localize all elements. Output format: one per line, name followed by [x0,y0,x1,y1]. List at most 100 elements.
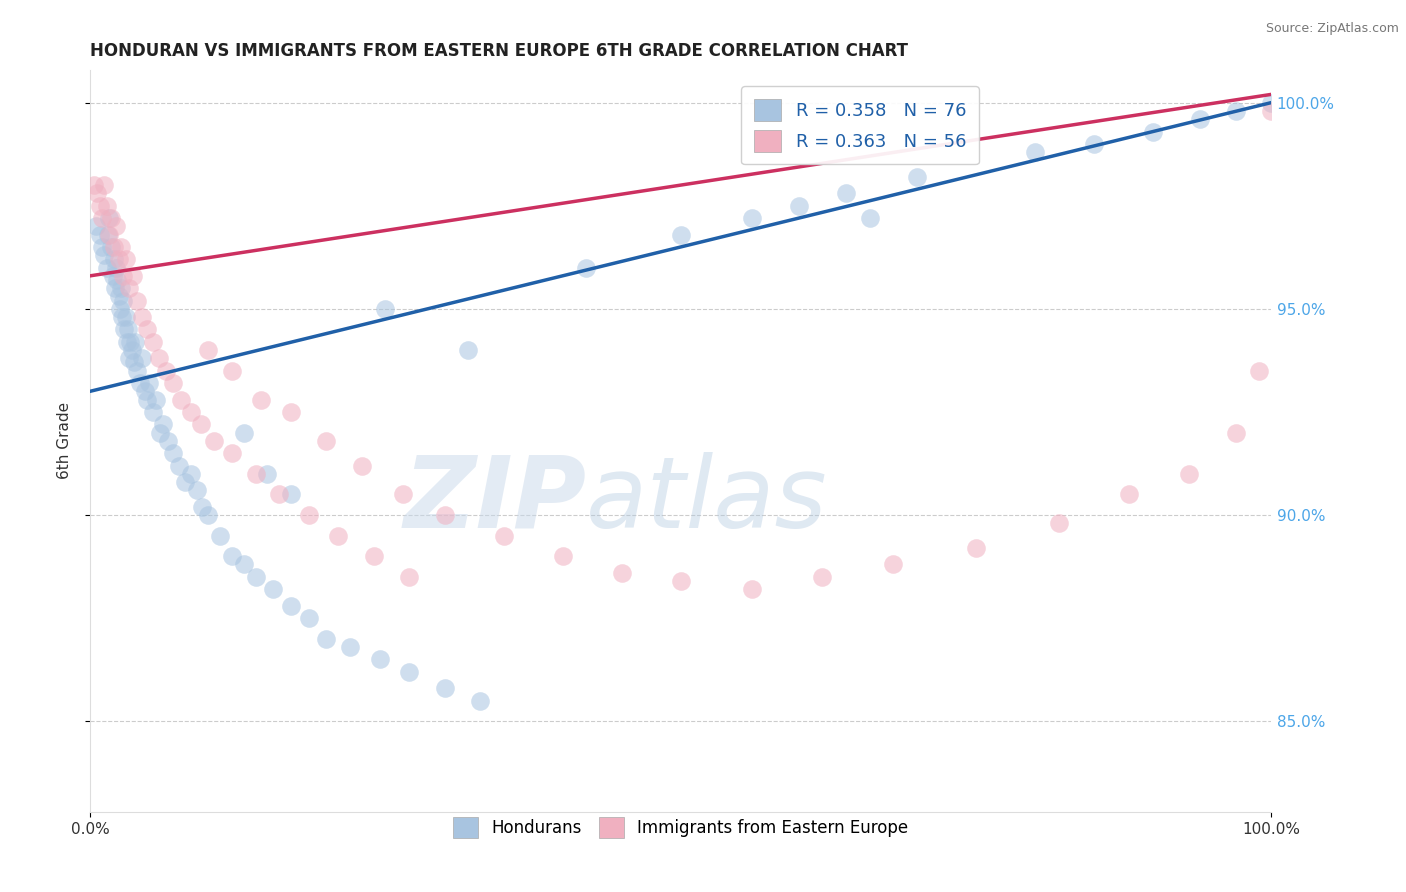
Point [965,541,987,555]
Point [1189,112,1212,127]
Point [669,574,692,588]
Point [256,467,278,481]
Point [105,260,128,275]
Point [1225,425,1247,440]
Point [91,240,114,254]
Point [127,293,149,308]
Point [98,227,121,242]
Point [114,310,136,324]
Point [298,508,321,522]
Point [190,417,212,432]
Point [170,392,193,407]
Point [363,549,385,564]
Point [882,558,904,572]
Point [149,425,172,440]
Text: Source: ZipAtlas.com: Source: ZipAtlas.com [1265,22,1399,36]
Point [180,467,202,481]
Point [84,219,107,234]
Point [1177,467,1199,481]
Point [433,681,456,695]
Text: HONDURAN VS IMMIGRANTS FROM EASTERN EUROPE 6TH GRADE CORRELATION CHART: HONDURAN VS IMMIGRANTS FROM EASTERN EURO… [90,42,908,60]
Point [103,252,125,267]
Point [117,322,139,336]
Point [135,392,157,407]
Point [107,252,129,267]
Point [232,425,254,440]
Y-axis label: 6th Grade: 6th Grade [58,402,72,479]
Point [155,364,177,378]
Point [128,376,150,390]
Point [1260,103,1282,118]
Point [89,199,111,213]
Point [669,227,692,242]
Point [221,364,243,378]
Point [162,376,184,390]
Point [315,632,337,646]
Point [1047,516,1070,531]
Point [245,467,267,481]
Point [135,322,157,336]
Point [280,405,302,419]
Point [114,252,136,267]
Text: ZIP: ZIP [404,451,586,549]
Point [86,186,108,201]
Point [115,334,138,349]
Point [152,417,174,432]
Point [91,211,114,226]
Point [905,169,928,184]
Point [107,289,129,303]
Point [551,549,574,564]
Point [197,343,219,357]
Point [1249,364,1271,378]
Point [96,260,118,275]
Point [811,570,834,584]
Point [121,268,143,283]
Point [112,293,135,308]
Point [134,384,156,399]
Point [457,343,479,357]
Point [392,487,415,501]
Point [741,211,763,226]
Point [221,446,243,460]
Point [131,310,153,324]
Point [245,570,267,584]
Point [280,599,302,613]
Point [118,351,141,366]
Point [398,570,420,584]
Point [110,281,132,295]
Point [111,310,134,324]
Point [610,566,633,580]
Point [103,240,125,254]
Point [741,582,763,597]
Point [368,652,391,666]
Point [142,334,165,349]
Point [339,640,361,654]
Point [98,211,121,226]
Point [93,248,115,262]
Point [105,273,128,287]
Point [262,582,284,597]
Point [186,483,208,498]
Point [131,351,153,366]
Point [112,268,135,283]
Point [202,434,225,448]
Point [105,219,128,234]
Point [157,434,180,448]
Text: atlas: atlas [586,451,828,549]
Point [167,458,190,473]
Point [221,549,243,564]
Point [269,487,291,501]
Point [89,227,111,242]
Point [142,405,165,419]
Point [121,343,143,357]
Point [93,178,115,193]
Point [1260,95,1282,110]
Point [118,281,141,295]
Point [835,186,858,201]
Point [433,508,456,522]
Point [127,364,149,378]
Point [1024,145,1046,160]
Point [138,376,160,390]
Point [145,392,167,407]
Point [1142,124,1164,138]
